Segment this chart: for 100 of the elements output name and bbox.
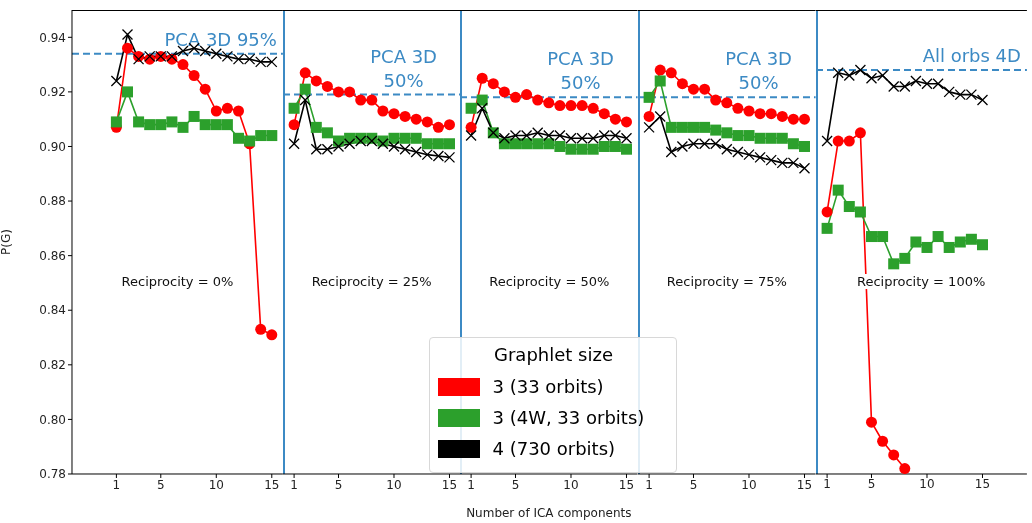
y-tick-label: 0.92 <box>39 85 66 100</box>
point <box>643 110 655 122</box>
point <box>466 121 478 133</box>
point <box>133 116 145 128</box>
point <box>665 146 678 158</box>
point <box>399 110 411 122</box>
point <box>910 236 922 248</box>
x-tick-label: 15 <box>796 477 813 492</box>
point <box>688 83 700 95</box>
point <box>410 132 422 144</box>
point <box>821 222 833 234</box>
point <box>532 138 544 150</box>
y-tick-label: 0.88 <box>39 194 66 209</box>
x-tick-label: 10 <box>386 477 402 492</box>
x-tick-label: 5 <box>334 477 343 492</box>
point <box>954 236 966 248</box>
point <box>887 258 899 270</box>
legend-label: 4 (730 orbits) <box>492 438 616 459</box>
point <box>255 130 267 142</box>
ref-line-label: All orbs 4D <box>922 45 1021 67</box>
point <box>743 105 755 117</box>
point <box>854 206 866 218</box>
point <box>887 449 899 461</box>
point <box>343 86 355 98</box>
point <box>721 127 733 139</box>
legend-title: Graphlet size <box>493 344 614 365</box>
point <box>288 119 300 131</box>
point <box>643 91 655 103</box>
point <box>665 121 677 133</box>
point <box>821 135 833 147</box>
x-tick-label: 10 <box>208 477 224 492</box>
y-tick-label: 0.90 <box>39 139 66 154</box>
y-tick-label: 0.86 <box>39 248 66 263</box>
point <box>588 143 600 155</box>
point <box>765 132 777 144</box>
point <box>921 241 933 253</box>
point <box>199 83 211 95</box>
annotation: Reciprocity = 50% <box>489 274 610 289</box>
point <box>510 138 522 150</box>
x-tick-label: 1 <box>290 477 298 492</box>
point <box>588 102 600 114</box>
point <box>621 143 633 155</box>
x-tick-label: 15 <box>441 477 458 492</box>
point <box>377 105 389 117</box>
point <box>477 72 489 84</box>
point <box>865 416 877 428</box>
point <box>121 28 134 41</box>
annotation: Reciprocity = 100% <box>856 274 986 289</box>
point <box>355 94 367 106</box>
point <box>565 143 577 155</box>
point <box>188 70 200 82</box>
y-tick-label: 0.80 <box>39 412 66 427</box>
point <box>699 83 711 95</box>
point <box>865 231 877 243</box>
point <box>122 42 133 54</box>
y-tick-label: 0.78 <box>39 467 66 482</box>
point <box>321 127 333 139</box>
y-tick-label: 0.94 <box>39 30 66 45</box>
point <box>421 138 433 150</box>
x-tick-label: 15 <box>974 477 990 492</box>
point <box>898 252 910 264</box>
y-tick-label: 0.84 <box>39 303 66 318</box>
point <box>366 94 378 106</box>
point <box>110 116 122 128</box>
point <box>976 239 988 251</box>
point <box>321 80 333 92</box>
x-tick-label: 10 <box>741 477 757 492</box>
point <box>188 110 200 122</box>
point <box>710 94 722 106</box>
point <box>876 435 888 447</box>
point <box>732 130 744 142</box>
point <box>266 329 278 341</box>
point <box>122 86 133 98</box>
point <box>654 64 666 76</box>
point <box>732 102 744 114</box>
x-tick-label: 1 <box>645 477 653 492</box>
point <box>388 132 400 144</box>
point <box>654 75 666 87</box>
point <box>310 121 322 133</box>
point <box>332 86 344 98</box>
point <box>199 119 211 131</box>
point <box>643 121 655 134</box>
legend-label: 3 (33 orbits) <box>492 376 604 397</box>
point <box>599 140 611 152</box>
point <box>388 108 400 120</box>
point <box>688 121 700 133</box>
point <box>787 113 799 125</box>
point <box>399 132 411 144</box>
point <box>177 121 189 133</box>
x-tick-label: 15 <box>619 477 635 492</box>
point <box>843 135 855 147</box>
point <box>577 143 589 155</box>
point <box>410 113 422 125</box>
point <box>288 102 300 114</box>
x-tick-label: 1 <box>112 477 121 492</box>
point <box>654 110 666 123</box>
point <box>776 132 788 144</box>
point <box>798 162 811 174</box>
point <box>710 124 722 136</box>
point <box>843 201 855 213</box>
